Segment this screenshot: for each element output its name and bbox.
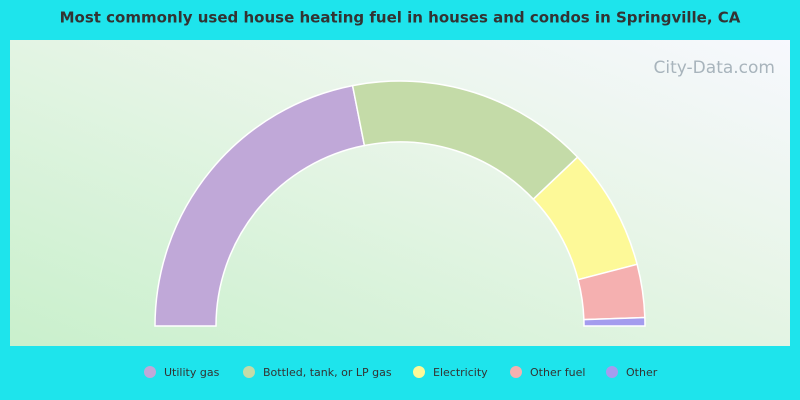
legend-marker <box>606 366 618 378</box>
legend-label: Electricity <box>433 366 488 379</box>
legend-label: Other fuel <box>530 366 585 379</box>
legend-marker <box>243 366 255 378</box>
legend-marker <box>510 366 522 378</box>
legend-marker <box>413 366 425 378</box>
legend-label: Bottled, tank, or LP gas <box>263 366 392 379</box>
legend-label: Other <box>626 366 658 379</box>
watermark: City-Data.com <box>654 58 775 78</box>
donut-segment <box>583 316 646 327</box>
legend-marker <box>144 366 156 378</box>
legend-label: Utility gas <box>164 366 220 379</box>
chart-title: Most commonly used house heating fuel in… <box>60 9 741 27</box>
